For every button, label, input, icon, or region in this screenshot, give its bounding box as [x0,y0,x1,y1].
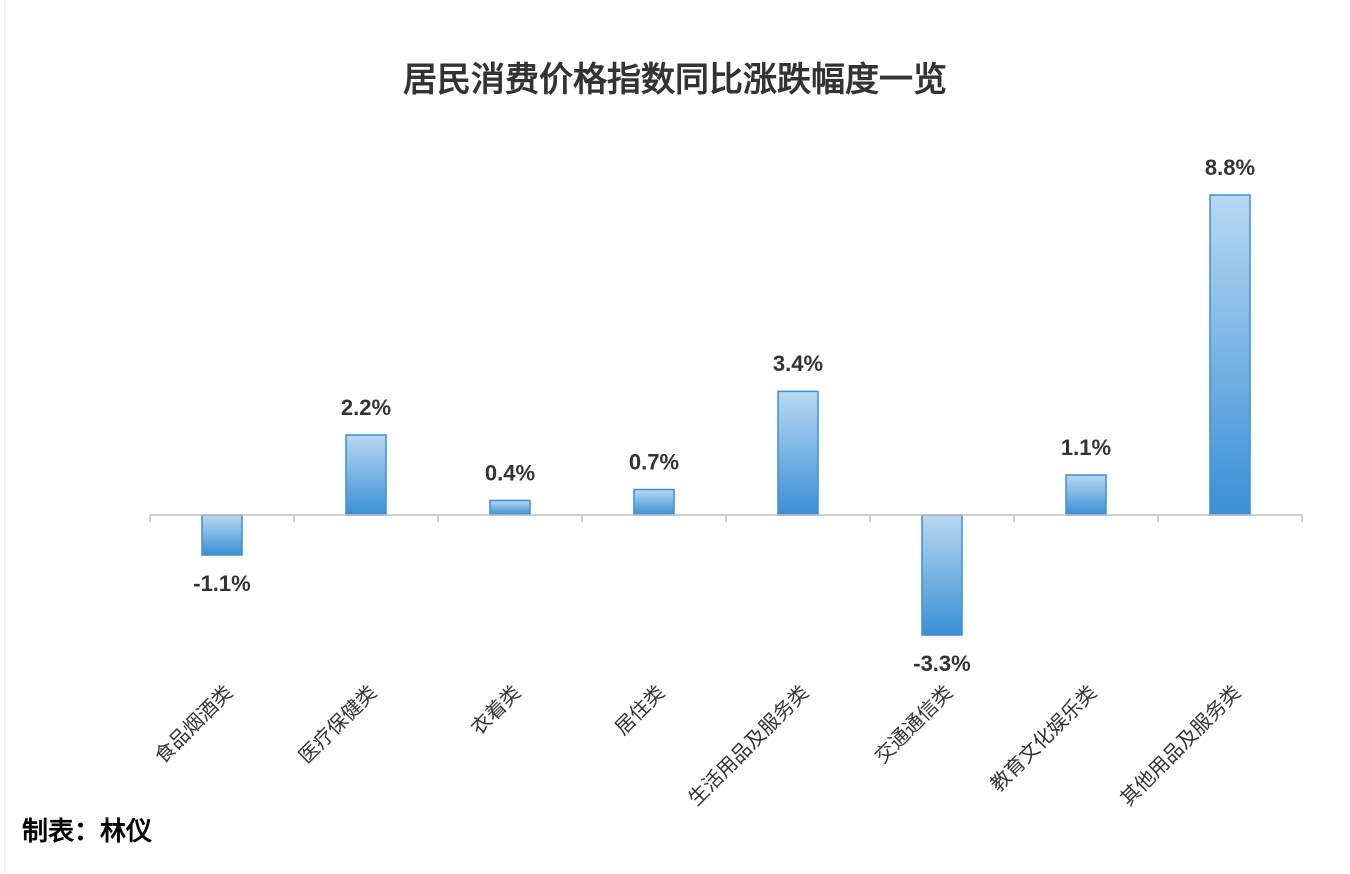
x-tick-label: 医疗保健类 [294,681,381,768]
x-tick-label: 衣着类 [467,681,526,740]
x-tick-label: 教育文化娱乐类 [986,681,1101,796]
data-label: -1.1% [193,571,250,596]
data-label: 0.4% [485,460,535,485]
x-tick-label: 其他用品及服务类 [1116,681,1245,810]
chart-title: 居民消费价格指数同比涨跌幅度一览 [403,61,947,99]
bar [489,499,531,516]
x-tick-label: 生活用品及服务类 [684,681,813,810]
data-label: 3.4% [773,351,823,376]
x-tick-label: 交通通信类 [870,681,957,768]
bar [633,488,675,516]
bar [1209,194,1251,516]
x-tick-label: 居住类 [611,681,670,740]
source-note: 制表：林仪 [22,816,153,846]
bar [921,514,963,636]
data-label: 2.2% [341,395,391,420]
bar [1065,474,1107,516]
data-label: -3.3% [913,651,970,676]
bar [201,514,243,556]
data-label: 8.8% [1205,155,1255,180]
x-tick-label: 食品烟酒类 [150,681,237,768]
bar [777,390,819,516]
data-label: 1.1% [1061,435,1111,460]
data-label: 0.7% [629,449,679,474]
bar [345,434,387,516]
